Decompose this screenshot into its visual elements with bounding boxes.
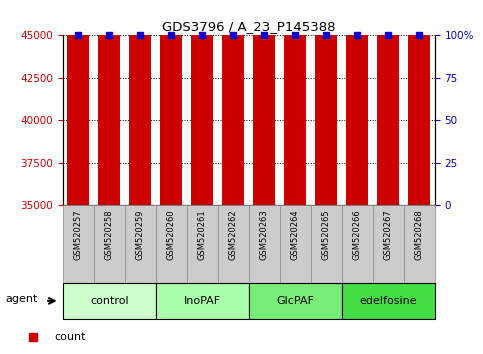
Bar bbox=[129, 0, 151, 205]
Text: GSM520257: GSM520257 bbox=[74, 209, 83, 260]
Text: GlcPAF: GlcPAF bbox=[276, 296, 314, 306]
Bar bbox=[284, 0, 306, 205]
Bar bbox=[63, 205, 94, 283]
Bar bbox=[342, 283, 435, 319]
Text: GSM520263: GSM520263 bbox=[260, 209, 269, 260]
Bar bbox=[99, 0, 120, 205]
Bar bbox=[373, 205, 404, 283]
Title: GDS3796 / A_23_P145388: GDS3796 / A_23_P145388 bbox=[162, 20, 336, 33]
Bar bbox=[218, 205, 249, 283]
Text: GSM520264: GSM520264 bbox=[291, 209, 300, 260]
Bar bbox=[63, 283, 156, 319]
Text: GSM520265: GSM520265 bbox=[322, 209, 331, 260]
Text: GSM520258: GSM520258 bbox=[105, 209, 114, 260]
Bar bbox=[222, 0, 244, 205]
Bar bbox=[315, 0, 337, 205]
Bar bbox=[404, 205, 435, 283]
Text: edelfosine: edelfosine bbox=[359, 296, 417, 306]
Bar bbox=[94, 205, 125, 283]
Text: GSM520261: GSM520261 bbox=[198, 209, 207, 260]
Text: GSM520260: GSM520260 bbox=[167, 209, 176, 260]
Bar bbox=[408, 0, 430, 205]
Bar bbox=[187, 205, 218, 283]
Bar bbox=[68, 0, 89, 205]
Bar bbox=[342, 205, 373, 283]
Bar bbox=[249, 283, 342, 319]
Text: GSM520268: GSM520268 bbox=[415, 209, 424, 260]
Text: agent: agent bbox=[5, 294, 37, 304]
Text: count: count bbox=[55, 332, 86, 342]
Bar bbox=[249, 205, 280, 283]
Bar bbox=[125, 205, 156, 283]
Bar bbox=[346, 0, 368, 205]
Bar bbox=[191, 0, 213, 205]
Text: InoPAF: InoPAF bbox=[184, 296, 221, 306]
Bar bbox=[156, 205, 187, 283]
Bar bbox=[254, 0, 275, 205]
Bar bbox=[280, 205, 311, 283]
Text: GSM520259: GSM520259 bbox=[136, 209, 145, 260]
Bar bbox=[160, 0, 182, 205]
Text: control: control bbox=[90, 296, 128, 306]
Bar bbox=[377, 0, 399, 205]
Bar bbox=[156, 283, 249, 319]
Text: GSM520266: GSM520266 bbox=[353, 209, 362, 260]
Text: GSM520262: GSM520262 bbox=[229, 209, 238, 260]
Text: GSM520267: GSM520267 bbox=[384, 209, 393, 260]
Bar bbox=[311, 205, 342, 283]
